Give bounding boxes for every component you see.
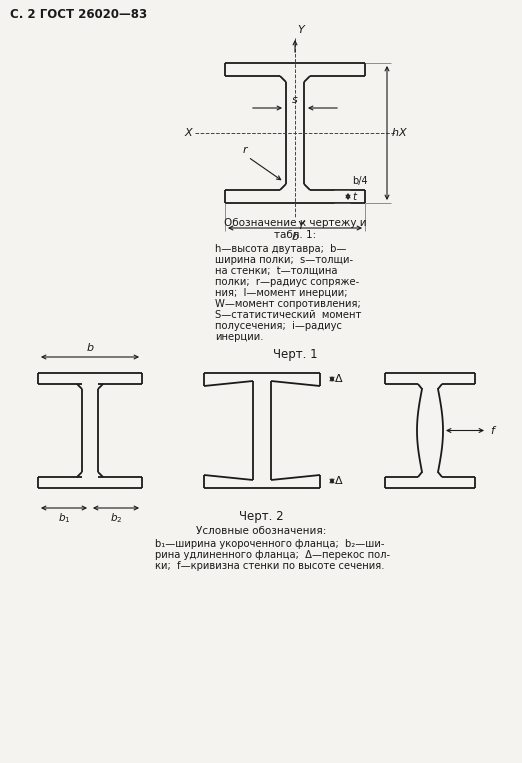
Text: $b_2$: $b_2$: [110, 511, 122, 525]
Text: табл. 1:: табл. 1:: [274, 230, 316, 240]
Text: Условные обозначения:: Условные обозначения:: [196, 526, 326, 536]
Text: Обозначение к чертежу и: Обозначение к чертежу и: [224, 218, 366, 228]
Text: Y: Y: [297, 221, 304, 231]
Text: Y: Y: [297, 25, 304, 35]
Text: полки;  r—радиус сопряже-: полки; r—радиус сопряже-: [215, 277, 359, 287]
Text: r: r: [243, 145, 247, 155]
Text: $b_1$: $b_1$: [58, 511, 70, 525]
Text: t: t: [352, 192, 356, 201]
Text: W—момент сопротивления;: W—момент сопротивления;: [215, 299, 361, 309]
Text: ширина полки;  s—толщи-: ширина полки; s—толщи-: [215, 255, 353, 265]
Text: h—высота двутавра;  b—: h—высота двутавра; b—: [215, 244, 347, 254]
Text: b₁—ширина укороченного фланца;  b₂—ши-: b₁—ширина укороченного фланца; b₂—ши-: [155, 539, 385, 549]
Text: ки;  f—кривизна стенки по высоте сечения.: ки; f—кривизна стенки по высоте сечения.: [155, 561, 385, 571]
Text: полусечения;  i—радиус: полусечения; i—радиус: [215, 321, 342, 331]
Text: b: b: [87, 343, 93, 353]
Text: h: h: [392, 128, 399, 138]
Text: на стенки;  t—толщина: на стенки; t—толщина: [215, 266, 338, 276]
Text: Δ: Δ: [335, 375, 342, 385]
Text: С. 2 ГОСТ 26020—83: С. 2 ГОСТ 26020—83: [10, 8, 147, 21]
Text: ния;  I—момент инерции;: ния; I—момент инерции;: [215, 288, 348, 298]
Text: X: X: [184, 128, 192, 138]
Text: Δ: Δ: [335, 477, 342, 487]
Text: S—статистический  момент: S—статистический момент: [215, 310, 361, 320]
Text: b: b: [291, 232, 299, 242]
Text: b/4: b/4: [352, 176, 367, 186]
Text: f: f: [490, 426, 494, 436]
Text: Черт. 2: Черт. 2: [239, 510, 283, 523]
Text: Черт. 1: Черт. 1: [272, 348, 317, 361]
Text: инерции.: инерции.: [215, 332, 264, 342]
Text: X: X: [398, 128, 406, 138]
Text: s: s: [292, 95, 298, 105]
Text: рина удлиненного фланца;  Δ—перекос пол-: рина удлиненного фланца; Δ—перекос пол-: [155, 550, 390, 560]
